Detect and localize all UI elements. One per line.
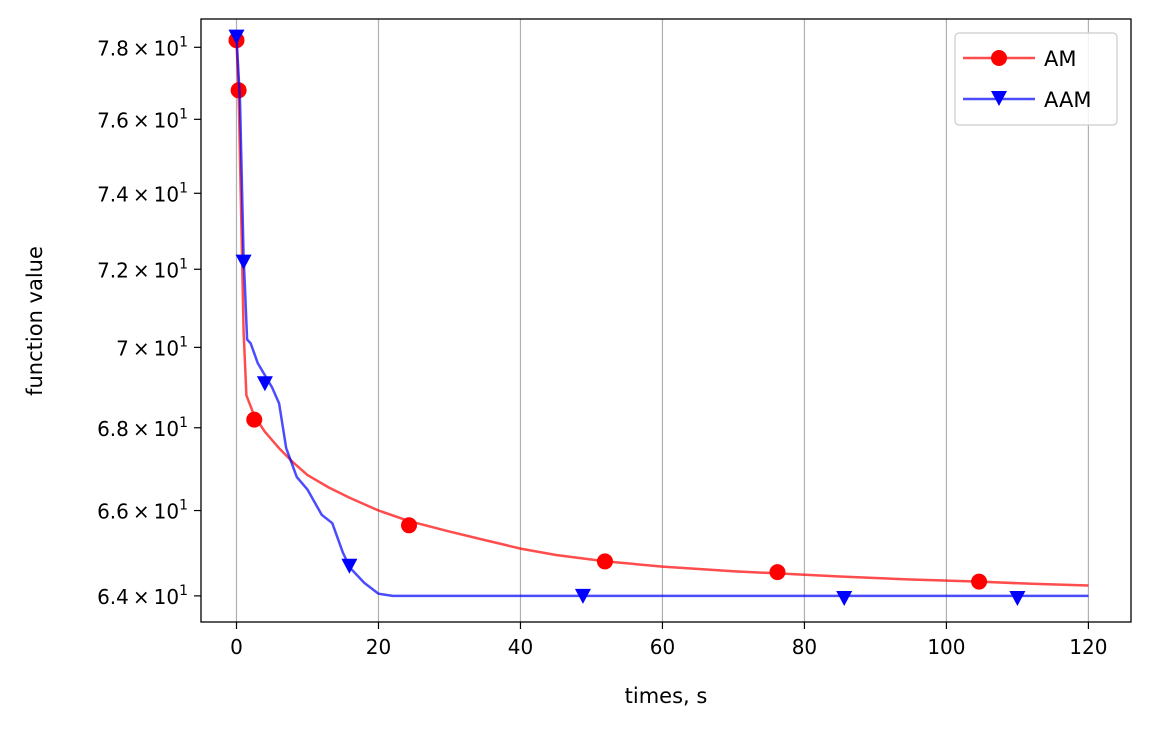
data-point-am [596, 553, 613, 570]
y-tick-label: 7.6 × 101 [97, 106, 188, 132]
data-point-aam [235, 254, 252, 270]
legend-marker-am [991, 50, 1007, 66]
x-tick-label: 0 [230, 635, 243, 659]
data-point-am [401, 517, 418, 534]
legend-label-am: AM [1044, 47, 1076, 71]
legend-box [954, 32, 1118, 126]
legend: AM AAM [954, 32, 1118, 126]
x-tick-label: 60 [650, 635, 675, 659]
series-layer [228, 29, 1089, 607]
y-tick-label: 6.8 × 101 [97, 415, 188, 441]
series-line-aam [235, 36, 1089, 598]
x-tick-label: 100 [927, 635, 965, 659]
x-tick-label: 120 [1069, 635, 1107, 659]
data-point-am [971, 573, 988, 590]
data-point-aam [341, 558, 358, 574]
y-tick-label: 7.8 × 101 [97, 34, 188, 60]
data-point-am [246, 411, 263, 428]
data-point-am [769, 564, 786, 581]
legend-label-aam: AAM [1044, 88, 1091, 112]
y-axis-ticks: 6.4 × 101 6.6 × 101 6.8 × 101 7 × 101 7.2 × … [97, 34, 201, 609]
legend-marker-aam [991, 91, 1007, 106]
y-axis-label: function value [23, 246, 47, 396]
data-point-aam [256, 376, 273, 392]
x-tick-label: 80 [792, 635, 817, 659]
data-point-aam [574, 588, 591, 604]
y-tick-label: 7.4 × 101 [97, 180, 188, 206]
data-point-aam [228, 29, 245, 45]
y-tick-label: 6.6 × 101 [97, 498, 188, 524]
data-point-aam [1009, 591, 1026, 607]
plot-frame [200, 18, 1132, 623]
x-tick-label: 20 [366, 635, 391, 659]
x-axis-ticks: 0 20 40 60 80 100 120 [230, 622, 1107, 659]
x-tick-label: 40 [508, 635, 533, 659]
y-tick-label: 7.2 × 101 [97, 256, 188, 282]
data-point-aam [836, 591, 853, 607]
y-tick-label: 7 × 101 [116, 334, 188, 360]
x-axis-label: times, s [625, 684, 708, 708]
y-tick-label: 6.4 × 101 [97, 583, 188, 609]
